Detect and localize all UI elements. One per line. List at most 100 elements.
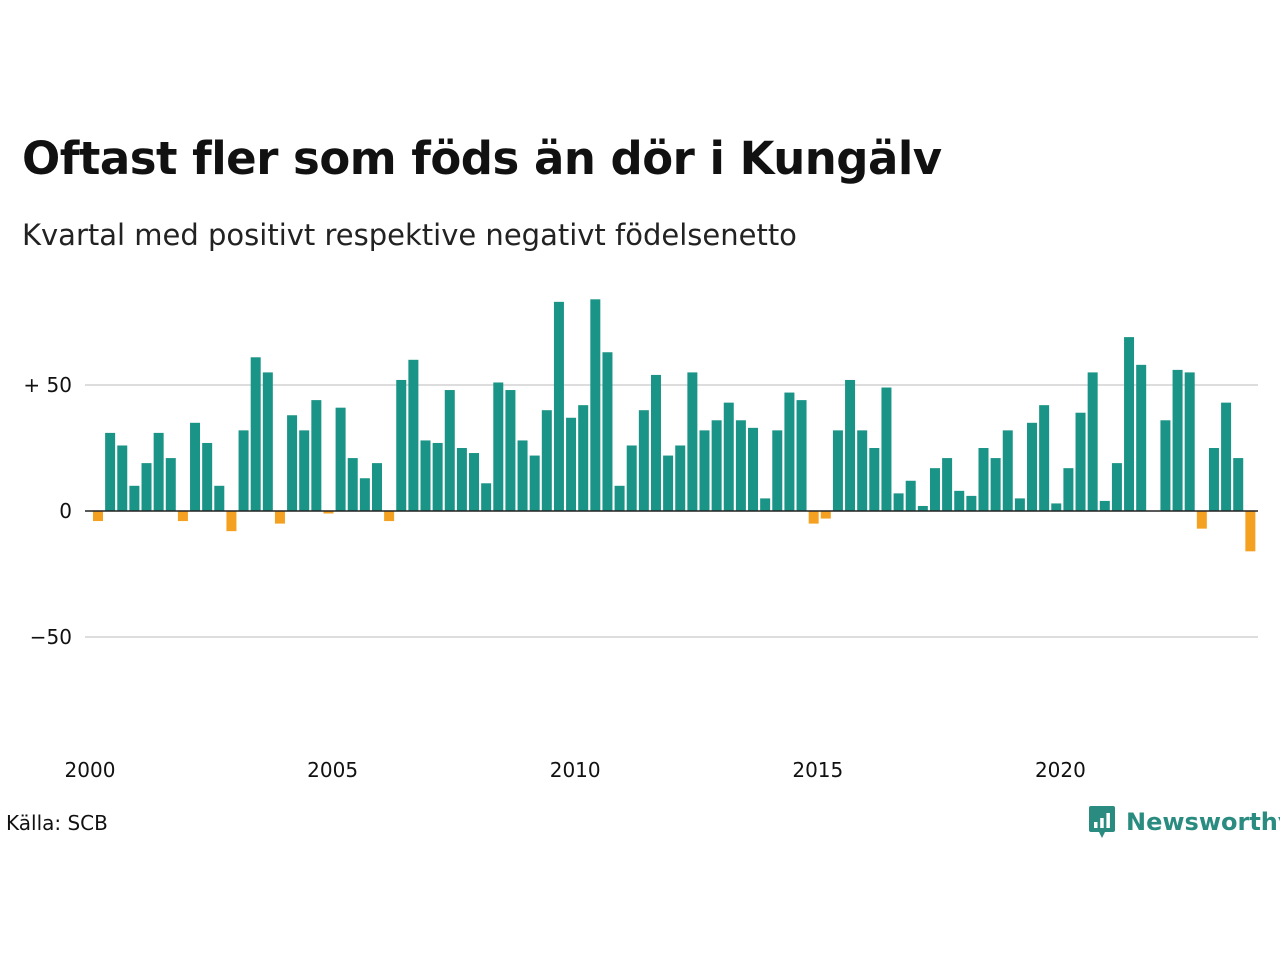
bar xyxy=(553,301,564,511)
bar xyxy=(177,511,188,522)
bar xyxy=(602,352,613,511)
x-tick-label: 2005 xyxy=(307,758,358,782)
bar xyxy=(214,485,225,511)
bar xyxy=(371,463,382,511)
bar xyxy=(917,505,928,511)
bar xyxy=(990,458,1001,511)
bar xyxy=(966,495,977,511)
y-tick-label: 0 xyxy=(59,499,72,523)
bar xyxy=(1063,468,1074,511)
source-note: Källa: SCB xyxy=(6,811,108,835)
bar xyxy=(735,420,746,511)
bar xyxy=(881,387,892,511)
bar xyxy=(1027,422,1038,511)
bar xyxy=(408,359,419,511)
bar xyxy=(238,430,249,511)
bar xyxy=(444,390,455,511)
bar xyxy=(153,432,164,511)
bar xyxy=(723,402,734,511)
bar xyxy=(226,511,237,532)
bar xyxy=(347,458,358,511)
bar xyxy=(1245,511,1256,552)
bar xyxy=(311,400,322,511)
grid-lines xyxy=(85,384,1258,638)
brand-name: Newsworthy xyxy=(1126,808,1280,836)
bar xyxy=(748,427,759,511)
bar xyxy=(505,390,516,511)
bar xyxy=(954,490,965,511)
brand-logo: Newsworthy xyxy=(1088,804,1280,840)
bar xyxy=(760,498,771,511)
bar xyxy=(845,379,856,511)
y-tick-label: + 50 xyxy=(23,373,72,397)
bar xyxy=(1075,412,1086,511)
bar xyxy=(1099,500,1110,511)
bar xyxy=(165,458,176,511)
bar xyxy=(1124,337,1135,511)
x-tick-label: 2010 xyxy=(550,758,601,782)
bar xyxy=(129,485,140,511)
bar xyxy=(396,379,407,511)
bar xyxy=(626,445,637,511)
bar xyxy=(614,485,625,511)
bar xyxy=(384,511,395,522)
bar xyxy=(432,442,443,511)
bar xyxy=(262,372,273,511)
bar xyxy=(1196,511,1207,529)
chart-title: Oftast fler som föds än dör i Kungälv xyxy=(22,132,942,185)
bar xyxy=(1051,503,1062,511)
bar xyxy=(202,442,213,511)
bar xyxy=(772,430,783,511)
bar xyxy=(857,430,868,511)
bar xyxy=(1184,372,1195,511)
bar xyxy=(663,455,674,511)
bar xyxy=(1111,463,1122,511)
bar xyxy=(905,480,916,511)
bar xyxy=(650,374,661,511)
bar xyxy=(141,463,152,511)
bar xyxy=(1233,458,1244,511)
bar xyxy=(420,440,431,511)
x-tick-label: 2000 xyxy=(65,758,116,782)
bar xyxy=(117,445,128,511)
bar xyxy=(893,493,904,511)
bar xyxy=(359,478,370,511)
bar xyxy=(978,448,989,511)
y-axis-ticks: + 50 0 −50 xyxy=(23,373,72,649)
bar xyxy=(299,430,310,511)
bar xyxy=(493,382,504,511)
bar xyxy=(250,357,261,511)
bar xyxy=(335,407,346,511)
bar xyxy=(929,468,940,511)
bar xyxy=(323,511,334,514)
bar xyxy=(1014,498,1025,511)
bar xyxy=(1208,448,1219,511)
chart-subtitle: Kvartal med positivt respektive negativt… xyxy=(22,218,797,252)
bar xyxy=(832,430,843,511)
x-tick-label: 2020 xyxy=(1035,758,1086,782)
bar xyxy=(638,410,649,511)
bar xyxy=(711,420,722,511)
bar xyxy=(675,445,686,511)
bars xyxy=(93,299,1256,552)
newsworthy-logo-icon xyxy=(1089,806,1115,838)
bar xyxy=(1160,420,1171,511)
bar xyxy=(469,453,480,511)
bar xyxy=(105,432,116,511)
bar xyxy=(687,372,698,511)
bar xyxy=(517,440,528,511)
bar xyxy=(541,410,552,511)
bar xyxy=(820,511,831,519)
y-tick-label: −50 xyxy=(30,625,72,649)
x-tick-label: 2015 xyxy=(792,758,843,782)
bar xyxy=(287,415,298,511)
x-axis-ticks: 2000 2005 2010 2015 2020 xyxy=(65,758,1086,782)
bar xyxy=(1039,405,1050,511)
bar xyxy=(1002,430,1013,511)
bar-chart: + 50 0 −50 2000 2005 2010 2015 2020 xyxy=(23,299,1258,782)
bar xyxy=(784,392,795,511)
bar xyxy=(566,417,577,511)
bar xyxy=(808,511,819,524)
bar xyxy=(590,299,601,511)
bar xyxy=(869,448,880,511)
